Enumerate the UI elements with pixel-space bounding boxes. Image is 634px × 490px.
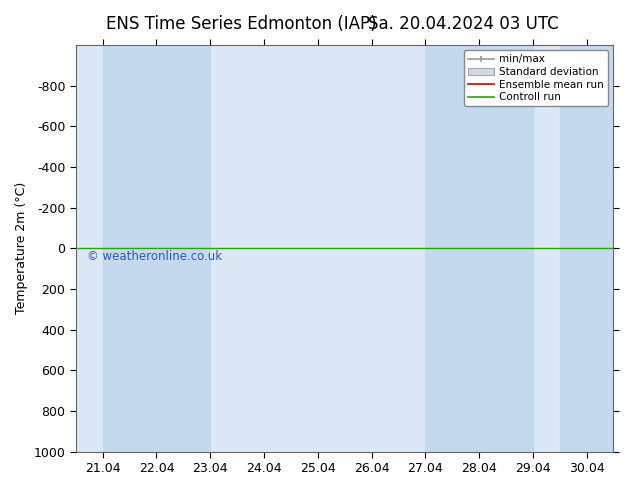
Text: © weatheronline.co.uk: © weatheronline.co.uk [87,250,222,263]
Text: ENS Time Series Edmonton (IAP): ENS Time Series Edmonton (IAP) [106,15,376,33]
Bar [425,45,533,452]
Y-axis label: Temperature 2m (°C): Temperature 2m (°C) [15,182,28,315]
Bar [103,45,210,452]
Text: Sa. 20.04.2024 03 UTC: Sa. 20.04.2024 03 UTC [368,15,558,33]
Legend: min/max, Standard deviation, Ensemble mean run, Controll run: min/max, Standard deviation, Ensemble me… [464,50,608,106]
Bar [560,45,614,452]
